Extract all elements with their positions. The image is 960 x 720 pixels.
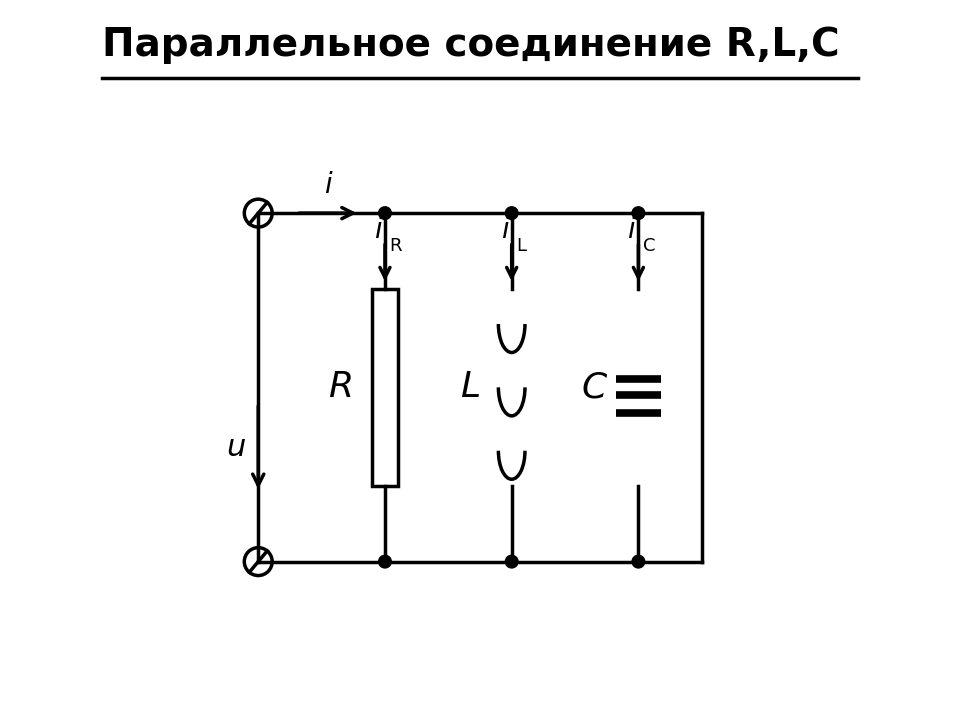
Circle shape xyxy=(505,555,518,568)
Circle shape xyxy=(632,207,645,220)
Text: i: i xyxy=(324,171,332,199)
Circle shape xyxy=(632,555,645,568)
Bar xyxy=(372,289,398,485)
Circle shape xyxy=(378,555,392,568)
Text: L: L xyxy=(460,370,480,405)
Text: C: C xyxy=(643,237,656,255)
Circle shape xyxy=(505,207,518,220)
Circle shape xyxy=(378,207,392,220)
Text: R: R xyxy=(390,237,402,255)
Text: i: i xyxy=(374,215,382,243)
Text: Параллельное соединение R,L,C: Параллельное соединение R,L,C xyxy=(102,26,839,63)
Text: C: C xyxy=(582,370,607,405)
Text: L: L xyxy=(516,237,526,255)
Text: R: R xyxy=(328,370,353,405)
Text: u: u xyxy=(227,433,246,462)
Text: i: i xyxy=(628,215,636,243)
Text: i: i xyxy=(501,215,509,243)
